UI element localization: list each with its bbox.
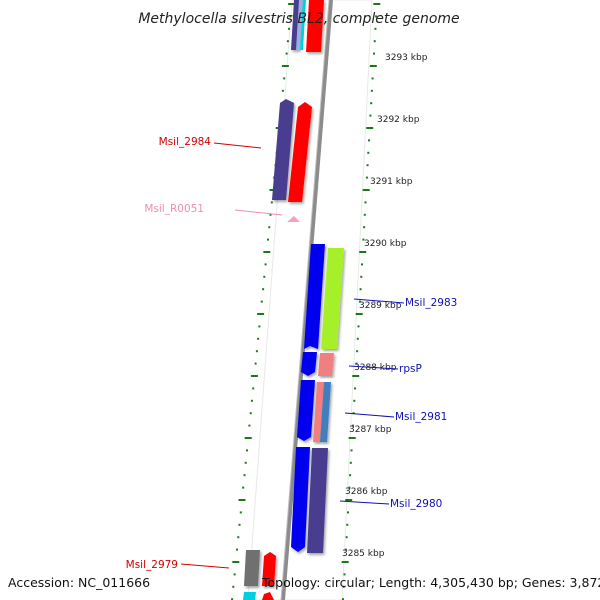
gene-top-lightblue[interactable] (296, 0, 303, 50)
leader-msil-2981 (344, 412, 395, 418)
gene-top-cyan[interactable] (300, 0, 306, 50)
gene-rpsP[interactable] (318, 353, 334, 376)
map-title: Methylocella silvestris BL2, complete ge… (138, 11, 459, 27)
gene-gray-bottom[interactable] (244, 550, 260, 586)
label-msil-r0051[interactable]: Msil_R0051 (144, 203, 204, 215)
label-msil-2984[interactable]: Msil_2984 (159, 136, 212, 148)
gene-msil-2979[interactable] (262, 552, 276, 586)
topology-text: Topology: circular; Length: 4,305,430 bp… (262, 575, 600, 590)
leader-msil-r0051 (234, 209, 283, 216)
gene-msil-2983[interactable] (321, 248, 344, 349)
genome-backbone (281, 0, 333, 600)
leader-msil-2980 (339, 500, 390, 505)
gene-msil-r0051[interactable] (287, 216, 300, 222)
gene-labels: Msil_2984 Msil_R0051 Msil_2983 rpsP Msil… (126, 136, 458, 571)
kbp-3287: 3287 kbp (349, 425, 392, 435)
gene-msil-2981[interactable] (320, 382, 331, 442)
gene-bottom-cluster[interactable] (243, 592, 274, 600)
label-rpsP[interactable]: rpsP (399, 363, 422, 375)
label-msil-2983[interactable]: Msil_2983 (405, 297, 457, 309)
gene-bottom-cyan[interactable] (243, 592, 256, 600)
kbp-3289: 3289 kbp (359, 301, 402, 311)
leader-msil-2983 (353, 298, 405, 304)
accession-text: Accession: NC_011666 (8, 575, 151, 590)
leader-msil-2979 (180, 563, 230, 569)
kbp-3290: 3290 kbp (364, 239, 407, 249)
gene-msil-2984[interactable] (288, 102, 312, 202)
gene-top-cluster[interactable] (291, 0, 324, 52)
leader-msil-2984 (213, 142, 262, 149)
gene-blue-small[interactable] (301, 352, 317, 376)
label-msil-2981[interactable]: Msil_2981 (395, 411, 447, 423)
label-msil-2979[interactable]: Msil_2979 (126, 559, 178, 571)
leader-rpsP (348, 365, 399, 370)
kbp-3285: 3285 kbp (342, 549, 385, 559)
gene-msil-2983-blue[interactable] (304, 244, 325, 349)
gene-blue-mid[interactable] (297, 380, 315, 441)
gene-blue-long[interactable] (291, 447, 310, 552)
gene-salmon-mid[interactable] (313, 382, 324, 442)
kbp-3291: 3291 kbp (370, 177, 413, 187)
gene-msil-2980[interactable] (307, 448, 328, 553)
backbone-highlight (280, 0, 330, 600)
gene-top-red[interactable] (306, 0, 324, 52)
gene-msil-2984-purple[interactable] (272, 99, 294, 200)
right-tick-marks (341, 3, 381, 600)
kbp-3286: 3286 kbp (345, 487, 388, 497)
gene-bottom-red[interactable] (262, 592, 274, 600)
kbp-3292: 3292 kbp (377, 115, 420, 125)
label-msil-2980[interactable]: Msil_2980 (390, 498, 442, 510)
gene-features (243, 0, 344, 600)
kbp-3293: 3293 kbp (385, 53, 428, 63)
